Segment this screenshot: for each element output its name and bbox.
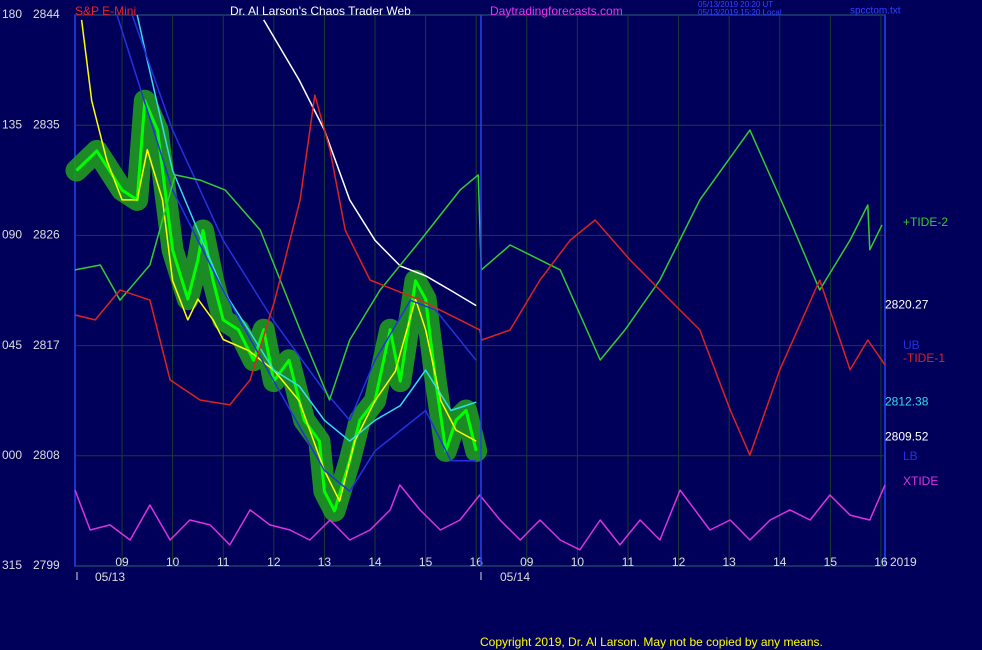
x-tick-label: 16 bbox=[470, 555, 484, 569]
date-label: 05/13 bbox=[95, 570, 125, 584]
series-line bbox=[74, 94, 886, 456]
year-label: 2019 bbox=[890, 555, 917, 569]
x-tick-label: 10 bbox=[571, 555, 585, 569]
x-tick-label: 11 bbox=[622, 555, 635, 569]
x-tick-label: 15 bbox=[824, 555, 838, 569]
x-tick-label: 09 bbox=[115, 555, 129, 569]
series-line bbox=[116, 14, 477, 493]
legend-label: UB bbox=[903, 338, 920, 352]
instrument: S&P E-Mini bbox=[75, 4, 136, 18]
legend-label: LB bbox=[903, 449, 918, 463]
y2-tick-label: 180 bbox=[2, 7, 22, 21]
x-tick-label: 16 bbox=[874, 555, 888, 569]
legend-label: XTIDE bbox=[903, 474, 938, 488]
y2-tick-label: 045 bbox=[2, 338, 22, 352]
y-tick-label: 2844 bbox=[33, 7, 60, 21]
chart-title: Dr. Al Larson's Chaos Trader Web bbox=[230, 4, 411, 18]
x-tick-label: 10 bbox=[166, 555, 180, 569]
price-label: 2812.38 bbox=[885, 394, 929, 408]
y2-tick-label: 135 bbox=[2, 117, 22, 131]
x-tick-label: 13 bbox=[318, 555, 332, 569]
x-tick-label: 13 bbox=[722, 555, 736, 569]
y-tick-label: 2835 bbox=[33, 117, 60, 131]
x-tick-label: 12 bbox=[672, 555, 686, 569]
x-tick-label: 15 bbox=[419, 555, 433, 569]
legend-label: -TIDE-1 bbox=[903, 351, 945, 365]
x-tick-label: 11 bbox=[217, 555, 230, 569]
lines bbox=[65, 14, 886, 551]
series-line bbox=[74, 129, 883, 401]
x-tick-label: 14 bbox=[368, 555, 382, 569]
series-line bbox=[131, 14, 477, 422]
y-tick-label: 2826 bbox=[33, 228, 60, 242]
site: Daytradingforecasts.com bbox=[490, 4, 623, 18]
x-tick-label: 12 bbox=[267, 555, 281, 569]
y2-tick-label: 090 bbox=[2, 228, 22, 242]
price-label: 2809.52 bbox=[885, 429, 929, 443]
labels: 2799 2808 2817 2826 2835 2844 315 000 045 090 135 1… bbox=[2, 7, 948, 572]
legend-label: +TIDE-2 bbox=[903, 215, 948, 229]
file-name: spcctom.txt bbox=[850, 6, 901, 17]
series-line bbox=[136, 14, 477, 442]
date-label: 05/14 bbox=[500, 570, 530, 584]
series-line bbox=[75, 99, 478, 513]
x-tick-label: 09 bbox=[520, 555, 534, 569]
x-tick-label: 14 bbox=[773, 555, 787, 569]
copyright: Copyright 2019, Dr. Al Larson. May not b… bbox=[480, 635, 823, 649]
series-line bbox=[263, 19, 477, 307]
y-tick-label: 2817 bbox=[33, 338, 60, 352]
timestamp: 05/13/2019 20:20 UT bbox=[698, 0, 773, 9]
series-line bbox=[74, 484, 886, 551]
timestamp: 05/13/2019 15:20 Local bbox=[698, 8, 782, 17]
y2-tick-label: 000 bbox=[2, 448, 22, 462]
y2-tick-label: 315 bbox=[2, 558, 22, 572]
series-line bbox=[80, 19, 477, 502]
price-label: 2820.27 bbox=[885, 298, 929, 312]
y-tick-label: 2808 bbox=[33, 448, 60, 462]
y-tick-label: 2799 bbox=[33, 558, 60, 572]
